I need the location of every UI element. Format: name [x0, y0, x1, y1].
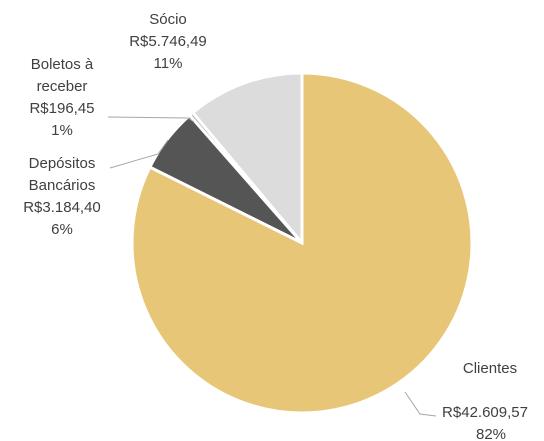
value-label: R$3.184,40: [23, 199, 101, 216]
data-label: Sócio R$5.746,49 11%: [108, 9, 228, 75]
leader-line: [404, 391, 437, 417]
pie-slice: [190, 71, 304, 248]
category-label: Boletos à receber: [30, 56, 94, 95]
percent-label: 11%: [153, 55, 183, 72]
percent-label: 82%: [475, 426, 507, 441]
percent-label: 6%: [51, 221, 73, 238]
category-label: Sócio: [149, 11, 187, 28]
data-label: Depósitos Bancários R$3.184,40 6%: [2, 153, 122, 241]
value-label: R$196,45: [29, 100, 95, 117]
data-label: R$42.609,57 82%: [430, 402, 540, 441]
data-label: Boletos à receber R$196,45 1%: [2, 54, 122, 142]
category-label: Clientes: [462, 360, 518, 377]
data-label: Clientes: [440, 358, 540, 380]
percent-label: 1%: [51, 122, 73, 139]
value-label: R$42.609,57: [442, 404, 528, 421]
leader-line: [107, 116, 195, 123]
pie-slice: [130, 71, 474, 415]
category-label: Depósitos Bancários: [28, 155, 96, 194]
leader-line: [109, 139, 169, 169]
value-label: R$5.746,49: [129, 33, 207, 50]
